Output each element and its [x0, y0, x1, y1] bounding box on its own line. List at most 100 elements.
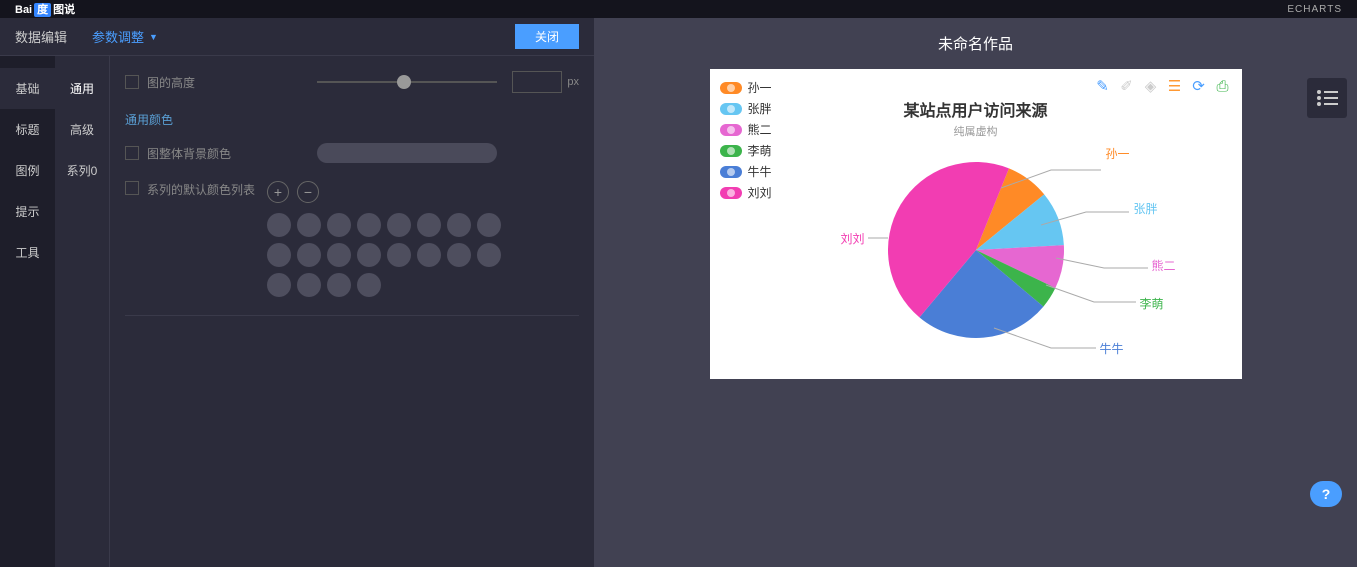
legend-marker-icon [720, 82, 742, 94]
tab-data-edit[interactable]: 数据编辑 [15, 27, 67, 46]
color-swatch[interactable] [357, 213, 381, 237]
add-color-button[interactable]: + [267, 181, 289, 203]
leader-line [1046, 285, 1136, 302]
legend-marker-icon [720, 166, 742, 178]
mark-clear-icon[interactable]: ✐ [1118, 77, 1136, 95]
color-swatch[interactable] [417, 243, 441, 267]
brand-echarts: ECHARTS [1287, 4, 1342, 15]
close-button[interactable]: 关闭 [515, 24, 579, 49]
divider [125, 315, 579, 316]
color-swatch[interactable] [477, 213, 501, 237]
dropdown-arrow-icon[interactable]: ▼ [149, 32, 158, 42]
defaultcolor-label: 系列的默认颜色列表 [147, 181, 267, 198]
color-swatch[interactable] [417, 213, 441, 237]
bgcolor-label: 图整体背景颜色 [147, 145, 267, 162]
slider-thumb[interactable] [397, 75, 411, 89]
color-swatches [267, 213, 507, 297]
color-swatch[interactable] [357, 273, 381, 297]
color-swatch[interactable] [387, 243, 411, 267]
left-panel: 数据编辑 参数调整 ▼ 关闭 基础 标题 图例 提示 工具 通用 高级 系列0 … [0, 18, 594, 567]
prop-bg-color: 图整体背景颜色 [125, 143, 579, 163]
legend-item[interactable]: 孙一 [720, 79, 772, 96]
color-swatch[interactable] [387, 213, 411, 237]
legend-item[interactable]: 李萌 [720, 142, 772, 159]
pie-label: 熊二 [1152, 257, 1176, 274]
color-swatch[interactable] [447, 243, 471, 267]
color-swatch[interactable] [267, 243, 291, 267]
color-swatch[interactable] [357, 243, 381, 267]
pie-label: 牛牛 [1100, 340, 1124, 357]
config-area: 基础 标题 图例 提示 工具 通用 高级 系列0 图的高度 px 通用颜色 [0, 56, 594, 567]
side-tabs-primary: 基础 标题 图例 提示 工具 [0, 56, 55, 567]
main-area: 数据编辑 参数调整 ▼ 关闭 基础 标题 图例 提示 工具 通用 高级 系列0 … [0, 18, 1357, 567]
legend-marker-icon [720, 103, 742, 115]
pie-label: 张胖 [1134, 200, 1158, 217]
help-button[interactable]: ? [1310, 481, 1342, 507]
side-tab-tool[interactable]: 工具 [0, 232, 55, 273]
height-label: 图的高度 [147, 74, 267, 91]
legend-item[interactable]: 牛牛 [720, 163, 772, 180]
legend-label: 牛牛 [748, 163, 772, 180]
legend-marker-icon [720, 124, 742, 136]
chart-legend: 孙一张胖熊二李萌牛牛刘刘 [720, 79, 772, 205]
legend-item[interactable]: 张胖 [720, 100, 772, 117]
side-tab-tooltip[interactable]: 提示 [0, 191, 55, 232]
tab-header: 数据编辑 参数调整 ▼ 关闭 [0, 18, 594, 56]
chart-subtitle: 纯属虚构 [720, 123, 1232, 139]
menu-toggle-button[interactable] [1307, 78, 1347, 118]
color-swatch[interactable] [267, 273, 291, 297]
bgcolor-checkbox[interactable] [125, 146, 139, 160]
color-swatch[interactable] [297, 243, 321, 267]
chart-container: ✎✐◈☰⟳⎙ 孙一张胖熊二李萌牛牛刘刘 某站点用户访问来源 纯属虚构 孙一张胖熊… [710, 69, 1242, 379]
right-panel: 未命名作品 ✎✐◈☰⟳⎙ 孙一张胖熊二李萌牛牛刘刘 某站点用户访问来源 纯属虚构… [594, 18, 1357, 567]
legend-item[interactable]: 熊二 [720, 121, 772, 138]
prop-height: 图的高度 px [125, 71, 579, 93]
legend-item[interactable]: 刘刘 [720, 184, 772, 201]
sub-tab-advanced[interactable]: 高级 [55, 109, 109, 150]
height-checkbox[interactable] [125, 75, 139, 89]
color-swatch[interactable] [477, 243, 501, 267]
pie-label: 孙一 [1106, 145, 1130, 162]
legend-label: 刘刘 [748, 184, 772, 201]
side-tab-legend[interactable]: 图例 [0, 150, 55, 191]
bgcolor-picker[interactable] [317, 143, 497, 163]
color-swatch[interactable] [297, 213, 321, 237]
pie-chart: 孙一张胖熊二李萌牛牛刘刘 [876, 150, 1076, 350]
logo: Bai度图说 [15, 1, 75, 17]
color-swatch[interactable] [327, 273, 351, 297]
color-swatch[interactable] [267, 213, 291, 237]
pie-label: 刘刘 [841, 230, 865, 247]
legend-marker-icon [720, 145, 742, 157]
color-swatch[interactable] [447, 213, 471, 237]
color-swatch[interactable] [297, 273, 321, 297]
save-image-icon[interactable]: ⎙ [1214, 77, 1232, 95]
defaultcolor-checkbox[interactable] [125, 181, 139, 195]
properties-panel: 图的高度 px 通用颜色 图整体背景颜色 系列的默认颜色列表 + [110, 56, 594, 567]
prop-default-colors: 系列的默认颜色列表 + − [125, 181, 579, 297]
work-title: 未命名作品 [594, 18, 1357, 69]
side-tab-title[interactable]: 标题 [0, 109, 55, 150]
legend-label: 张胖 [748, 100, 772, 117]
chart-title: 某站点用户访问来源 [720, 97, 1232, 121]
mark-undo-icon[interactable]: ◈ [1142, 77, 1160, 95]
sub-tab-series0[interactable]: 系列0 [55, 150, 109, 191]
chart-toolbar: ✎ ✐ ◈ ☰ ⟳ ⎙ [1094, 77, 1232, 95]
color-swatch[interactable] [327, 213, 351, 237]
legend-label: 李萌 [748, 142, 772, 159]
remove-color-button[interactable]: − [297, 181, 319, 203]
restore-icon[interactable]: ⟳ [1190, 77, 1208, 95]
legend-label: 孙一 [748, 79, 772, 96]
section-common-color: 通用颜色 [125, 111, 579, 128]
list-icon [1316, 89, 1338, 107]
height-input[interactable] [512, 71, 562, 93]
sub-tab-general[interactable]: 通用 [55, 68, 109, 109]
color-swatch[interactable] [327, 243, 351, 267]
mark-icon[interactable]: ✎ [1094, 77, 1112, 95]
top-bar: Bai度图说 ECHARTS [0, 0, 1357, 18]
height-slider[interactable] [317, 81, 497, 83]
tab-param-adjust[interactable]: 参数调整 [92, 27, 144, 46]
legend-marker-icon [720, 187, 742, 199]
data-view-icon[interactable]: ☰ [1166, 77, 1184, 95]
side-tab-basic[interactable]: 基础 [0, 68, 55, 109]
height-unit: px [567, 76, 579, 88]
